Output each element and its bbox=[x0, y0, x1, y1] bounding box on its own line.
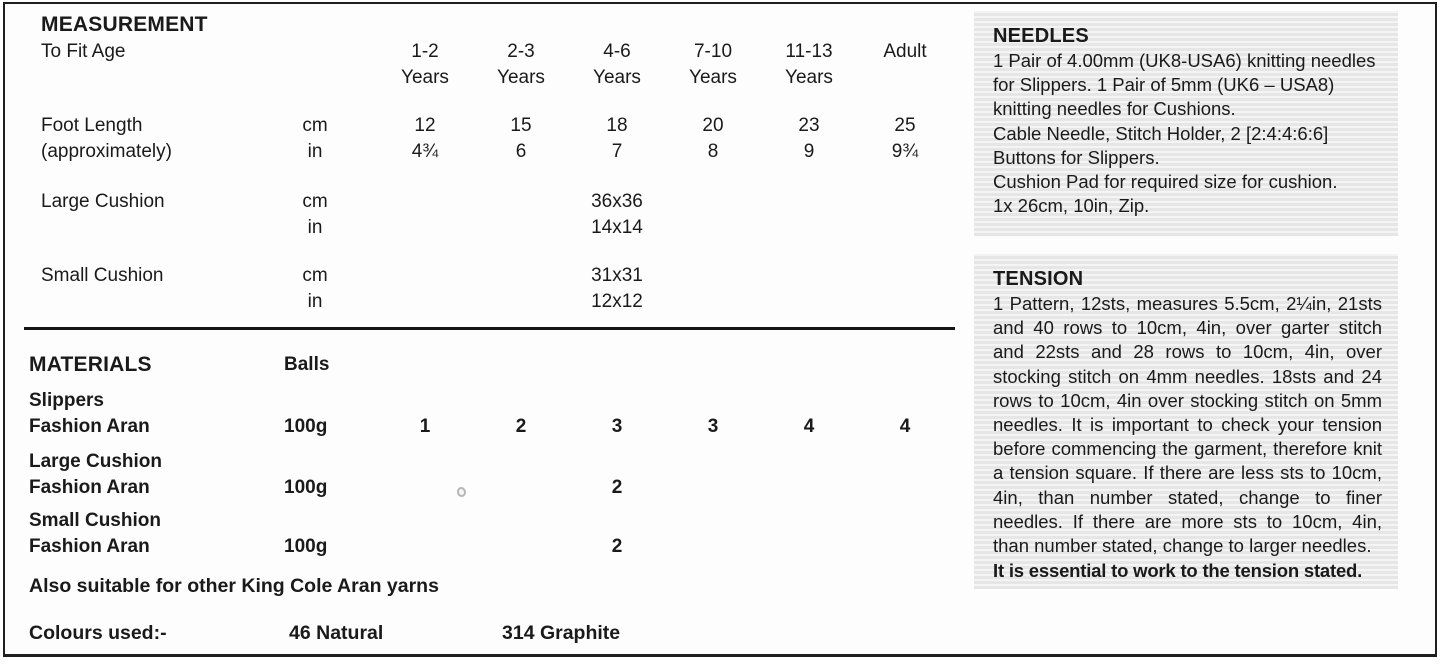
balls-count: 2 bbox=[611, 536, 623, 557]
tension-bold-note: It is essential to work to the tension s… bbox=[993, 560, 1363, 582]
foot-length-value: 20 8 bbox=[702, 115, 724, 162]
yarn-name: Fashion Aran bbox=[29, 416, 150, 437]
unit-in: in bbox=[307, 291, 323, 312]
item-name-small-cushion: Small Cushion bbox=[29, 510, 161, 531]
ball-weight: 100g bbox=[284, 536, 328, 557]
measurement-row-large-cushion: Large Cushion cm in 36x36 14x14 bbox=[25, 189, 963, 241]
unit-in: in bbox=[307, 141, 323, 162]
pattern-sheet: MEASUREMENT To Fit Age 1-2 Years 2-3 Yea… bbox=[3, 2, 1437, 657]
balls-count: 3 bbox=[611, 416, 623, 437]
size-header-7-10-years: 7-10 Years bbox=[689, 41, 737, 88]
unit-cell: cm in bbox=[267, 113, 377, 165]
ball-weight: 100g bbox=[284, 477, 328, 498]
fit-age-label: To Fit Age bbox=[41, 41, 126, 62]
colour-graphite: 314 Graphite bbox=[502, 622, 621, 644]
row-sublabel-approximately: (approximately) bbox=[41, 141, 172, 162]
measurement-materials-section: MEASUREMENT To Fit Age 1-2 Years 2-3 Yea… bbox=[24, 12, 963, 646]
balls-count: 1 bbox=[419, 416, 431, 437]
tension-body: 1 Pattern, 12sts, measures 5.5cm, 2¼in, … bbox=[993, 293, 1382, 557]
needles-paragraph: 1x 26cm, 10in, Zip. bbox=[993, 195, 1150, 217]
row-label-foot-length: Foot Length bbox=[41, 115, 143, 136]
tension-title: TENSION bbox=[993, 268, 1084, 290]
small-cushion-size: 31x31 12x12 bbox=[591, 265, 643, 312]
unit-cm: cm bbox=[302, 115, 328, 136]
size-header-row: To Fit Age 1-2 Years 2-3 Years 4-6 Years… bbox=[25, 39, 963, 91]
materials-row-small-cushion: Small Cushion Fashion Aran 100g 2 bbox=[25, 508, 963, 560]
yarn-name: Fashion Aran bbox=[29, 477, 150, 498]
balls-column-header: Balls bbox=[284, 354, 330, 375]
yarn-name: Fashion Aran bbox=[29, 536, 150, 557]
foot-length-value: 15 6 bbox=[510, 115, 532, 162]
materials-row-large-cushion: Large Cushion Fashion Aran 100g 2 bbox=[25, 449, 963, 501]
needles-paragraph: Cable Needle, Stitch Holder, 2 [2:4:4:6:… bbox=[993, 122, 1329, 168]
foot-length-value: 18 7 bbox=[606, 115, 628, 162]
colours-used-label: Colours used:- bbox=[29, 622, 167, 644]
section-divider-line bbox=[24, 327, 955, 330]
balls-count: 4 bbox=[899, 416, 911, 437]
foot-length-value: 25 9¾ bbox=[891, 115, 919, 162]
balls-count: 2 bbox=[515, 416, 527, 437]
size-header-adult: Adult bbox=[883, 41, 927, 62]
unit-cm: cm bbox=[302, 191, 328, 212]
measurement-row-foot-length: Foot Length (approximately) cm in 12 4¾ … bbox=[25, 113, 963, 165]
item-name-large-cushion: Large Cushion bbox=[29, 451, 163, 472]
unit-header-spacer bbox=[267, 39, 377, 91]
foot-length-value: 12 4¾ bbox=[411, 115, 439, 162]
unit-cell: cm in bbox=[267, 189, 377, 241]
size-header-2-3-years: 2-3 Years bbox=[497, 41, 545, 88]
needles-panel: NEEDLES 1 Pair of 4.00mm (UK8-USA6) knit… bbox=[974, 11, 1398, 236]
unit-in: in bbox=[307, 217, 323, 238]
tension-panel: TENSION 1 Pattern, 12sts, measures 5.5cm… bbox=[974, 254, 1398, 589]
balls-count: 3 bbox=[707, 416, 719, 437]
size-header-11-13-years: 11-13 Years bbox=[785, 41, 833, 88]
colour-natural: 46 Natural bbox=[289, 622, 384, 644]
measurement-title: MEASUREMENT bbox=[41, 13, 208, 36]
materials-row-slippers: Slippers Fashion Aran 100g 1 2 3 3 4 4 bbox=[25, 388, 963, 440]
row-label-small-cushion: Small Cushion bbox=[41, 265, 164, 286]
item-name-slippers: Slippers bbox=[29, 390, 104, 411]
size-header-4-6-years: 4-6 Years bbox=[593, 41, 641, 88]
yarn-suitability-note: Also suitable for other King Cole Aran y… bbox=[29, 575, 439, 597]
needles-paragraph: Cushion Pad for required size for cushio… bbox=[993, 171, 1338, 193]
row-label-large-cushion: Large Cushion bbox=[41, 191, 165, 212]
large-cushion-size: 36x36 14x14 bbox=[591, 191, 643, 238]
unit-cell: cm in bbox=[267, 263, 377, 315]
needles-title: NEEDLES bbox=[993, 25, 1089, 47]
materials-header-row: MATERIALS Balls bbox=[25, 352, 963, 378]
size-header-1-2-years: 1-2 Years bbox=[401, 41, 449, 88]
materials-title: MATERIALS bbox=[29, 353, 152, 376]
needles-paragraph: 1 Pair of 4.00mm (UK8-USA6) knitting nee… bbox=[993, 50, 1376, 120]
ball-weight: 100g bbox=[284, 416, 328, 437]
unit-cm: cm bbox=[302, 265, 328, 286]
foot-length-value: 23 9 bbox=[798, 115, 820, 162]
measurement-row-small-cushion: Small Cushion cm in 31x31 12x12 bbox=[25, 263, 963, 315]
balls-count: 2 bbox=[611, 477, 623, 498]
balls-count: 4 bbox=[803, 416, 815, 437]
colours-used-row: Colours used:- 46 Natural 314 Graphite bbox=[25, 620, 963, 646]
scan-speck bbox=[457, 487, 466, 497]
